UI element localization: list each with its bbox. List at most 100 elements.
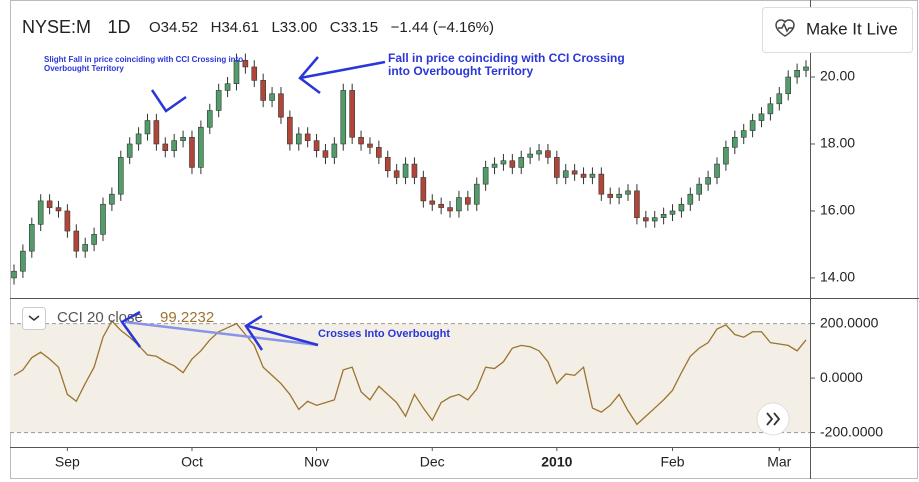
candle-body [162, 143, 169, 151]
candle-body [749, 120, 756, 131]
candle-body [669, 210, 676, 215]
candle-body [144, 120, 151, 135]
arrow [247, 324, 319, 347]
overbought-band [10, 323, 810, 433]
candle-body [767, 103, 774, 115]
heart-icon [775, 19, 795, 37]
candle-body [527, 153, 533, 158]
low: L33.00 [271, 19, 317, 36]
candle-body [295, 133, 302, 145]
annotation: Crosses Into Overbought [318, 328, 451, 340]
candle-body [571, 170, 578, 175]
y-tick-label: 16.00 [820, 202, 855, 218]
x-tick-label: Dec [420, 454, 445, 470]
candle-body [660, 213, 667, 218]
collapse-button[interactable] [22, 307, 46, 330]
candle-body [634, 190, 640, 218]
button-box[interactable] [762, 7, 913, 53]
candle-body [491, 163, 498, 168]
candle-body [651, 217, 658, 222]
close: C33.15 [330, 19, 378, 36]
candle-body [536, 150, 542, 155]
candle-body [554, 157, 560, 178]
plot-layer: 14.00 16.00 18.00 20.00 -200.0000 0.0000 200.0… [10, 53, 883, 470]
candle-body [28, 224, 35, 252]
x-tick-label: 2010 [541, 454, 572, 470]
x-tick-label: Feb [660, 454, 684, 470]
candle-body [705, 177, 711, 185]
candle-body [233, 59, 240, 85]
candle-body [260, 80, 266, 101]
candle-body [180, 136, 186, 141]
arrows [120, 56, 386, 351]
candle-body [109, 193, 115, 205]
candle-body [402, 163, 409, 178]
cci-line [13, 319, 807, 426]
button-label[interactable]: Make It Live [806, 19, 898, 38]
arrow [150, 89, 187, 113]
candle-body [473, 183, 480, 205]
candle-body [518, 157, 525, 168]
chevron-icon [28, 315, 40, 321]
candle-body [20, 250, 26, 272]
candle-body [198, 126, 204, 168]
make-it-live-button[interactable]: Make It Live [762, 7, 913, 53]
candle-body [580, 173, 587, 178]
double-chevron [766, 412, 781, 426]
arrow [244, 314, 264, 351]
candle-body [376, 147, 382, 158]
candle-body [46, 200, 53, 208]
candle-body [100, 203, 106, 235]
candle-body [482, 167, 489, 185]
candle-body [420, 177, 427, 202]
x-tick-label: Mar [767, 454, 791, 470]
candle-body [313, 140, 320, 151]
candle-body [82, 244, 88, 252]
candle-body [545, 150, 551, 158]
candle-body [785, 76, 792, 95]
candle-body [224, 83, 231, 91]
candle-body [456, 197, 462, 212]
high: H34.61 [211, 19, 259, 36]
candle-body [331, 143, 338, 158]
candle-body [37, 200, 44, 225]
candle-body [723, 147, 729, 165]
candle-body [598, 173, 605, 195]
open: O34.52 [149, 19, 198, 36]
arrow [299, 60, 386, 80]
candle-body [117, 157, 124, 195]
candle-body [438, 203, 444, 208]
indicator-value: 99.2232 [160, 309, 214, 326]
candle-body [215, 90, 222, 111]
candle-body [616, 193, 622, 198]
candle-body [589, 173, 596, 178]
candle-body [171, 140, 177, 151]
candle-body [242, 59, 249, 68]
candle-body [411, 163, 418, 178]
candle-body [696, 183, 703, 195]
candle-body [384, 157, 391, 172]
candle-body [500, 160, 507, 165]
candle-body [687, 193, 694, 205]
arrow [120, 310, 142, 348]
candle-body [794, 70, 800, 78]
candle-body [607, 193, 614, 198]
candle-body [206, 110, 213, 128]
candle-body [643, 217, 649, 222]
candle-body [287, 116, 293, 145]
x-tick-label: Sep [55, 454, 80, 470]
legend-header: NYSE:M 1D O34.52 H34.61 L33.00 C33.15 −1… [22, 17, 494, 37]
interval: 1D [107, 17, 130, 37]
annotation: Fall in price coinciding with CCI Crossi… [388, 51, 625, 78]
candle-body [126, 143, 133, 158]
candle-body [153, 120, 160, 145]
symbol: NYSE:M [22, 17, 91, 37]
candle-body [55, 207, 62, 212]
candle-body [64, 210, 71, 232]
candle-body [349, 90, 355, 138]
candle-body [11, 270, 17, 279]
candle-body [358, 136, 364, 145]
y-tick-label: 20.00 [820, 68, 855, 84]
candle-body [714, 163, 720, 178]
